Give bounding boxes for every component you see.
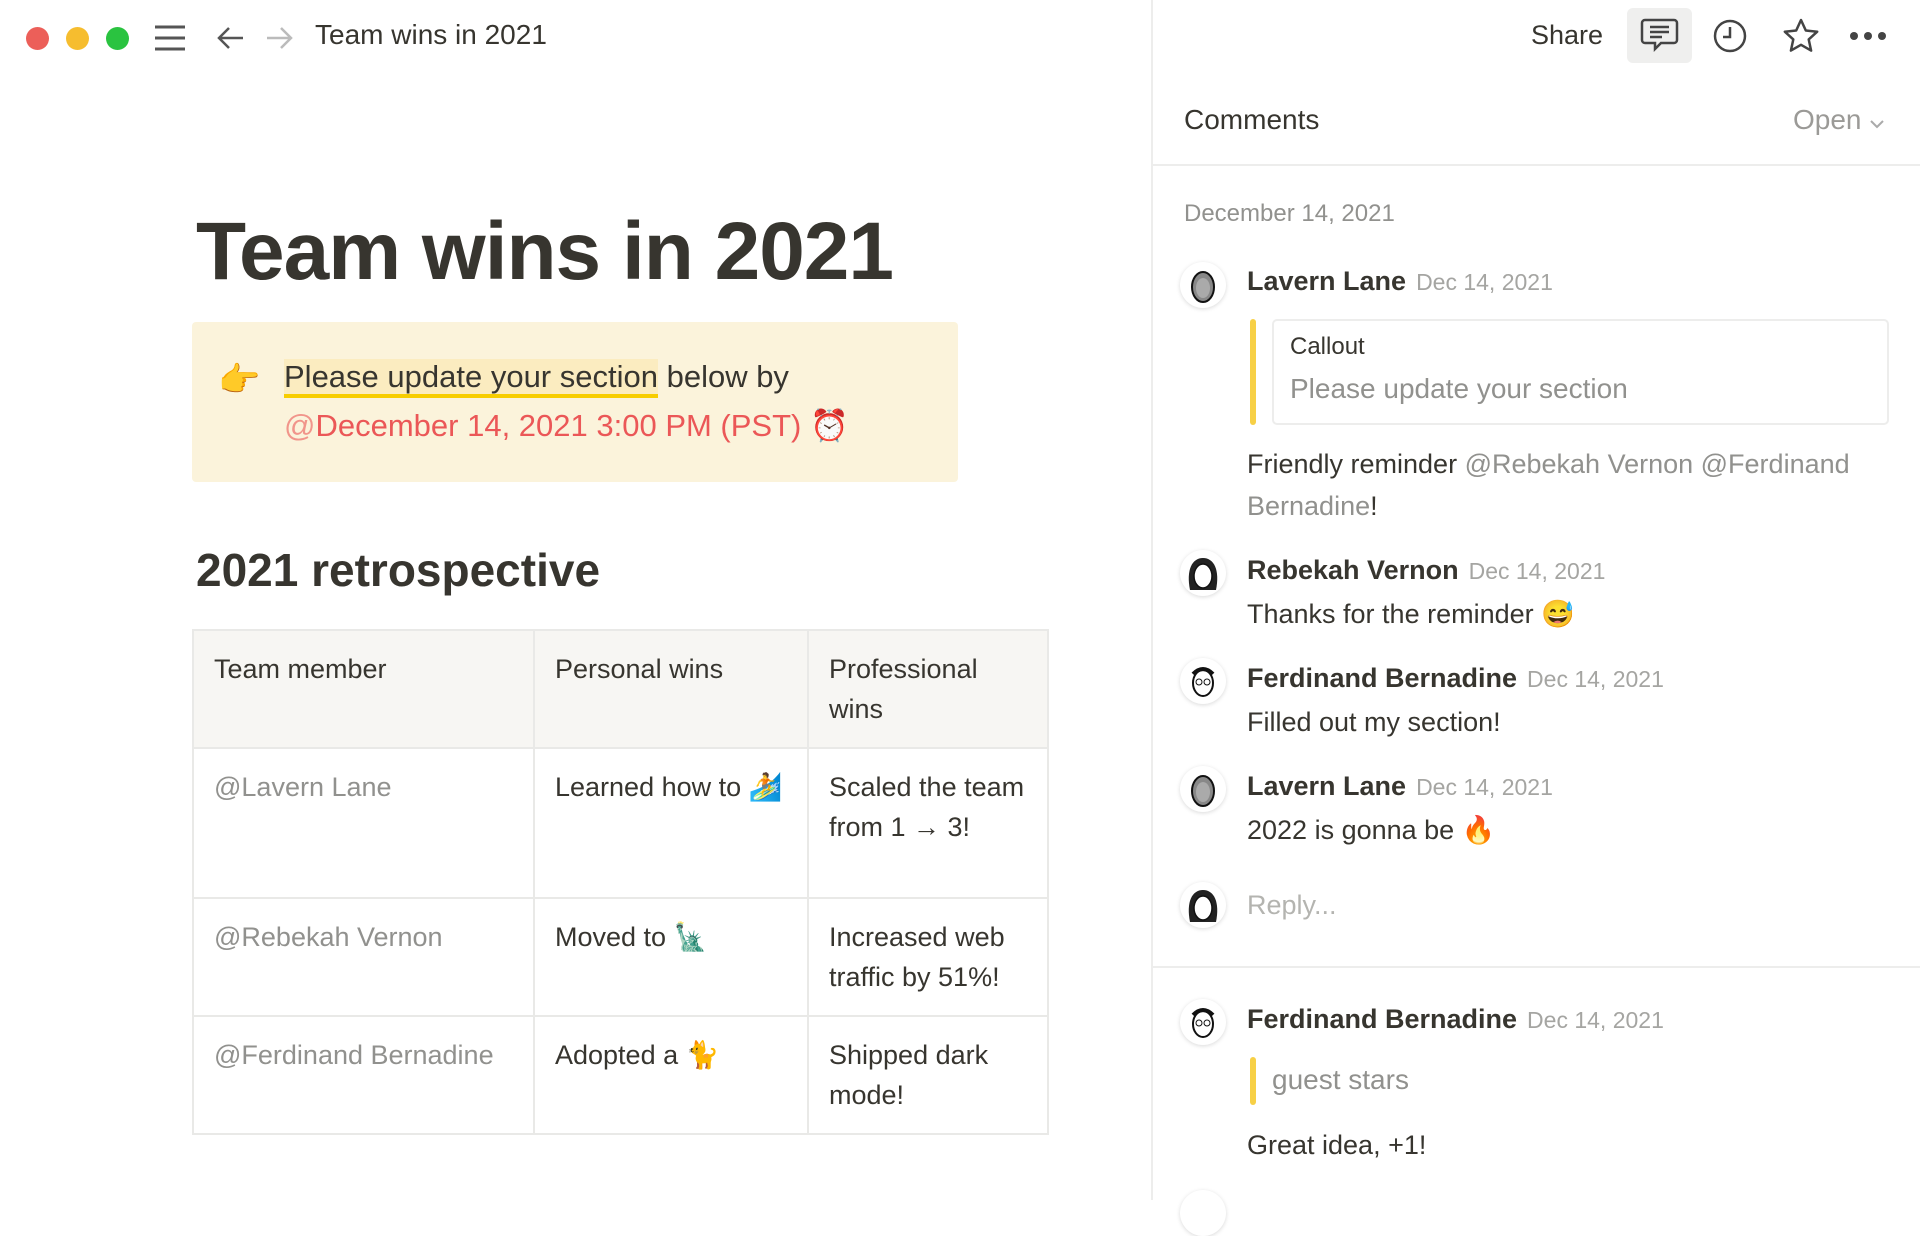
reply-input[interactable]: Reply... <box>1247 890 1337 920</box>
quoted-block[interactable]: Callout Please update your section <box>1272 319 1889 425</box>
member-mention[interactable]: @Rebekah Vernon <box>192 897 535 1017</box>
comment-text: Thanks for the reminder 😅 <box>1247 599 1575 629</box>
maximize-window-button[interactable] <box>106 27 129 50</box>
comment-text: Friendly reminder @Rebekah Vernon @Ferdi… <box>1247 443 1897 527</box>
quote-bar <box>1250 319 1256 425</box>
avatar <box>1180 1190 1226 1236</box>
comment-date: Dec 14, 2021 <box>1416 774 1553 800</box>
comment-text: 2022 is gonna be 🔥 <box>1247 815 1496 845</box>
text: ! <box>1370 491 1378 521</box>
quote-bar <box>1250 1057 1256 1105</box>
column-header[interactable]: Team member <box>192 629 535 749</box>
alarm-clock-icon: ⏰ <box>810 408 849 443</box>
comment-text: Great idea, +1! <box>1247 1130 1427 1160</box>
share-button[interactable]: Share <box>1531 20 1604 50</box>
mentions[interactable]: @Rebekah Vernon @Ferdinand Bernadine <box>1247 449 1850 521</box>
pointing-hand-icon: 👉 <box>218 361 261 399</box>
comments-title: Comments <box>1184 104 1320 135</box>
comment-author[interactable]: Ferdinand Bernadine <box>1247 663 1518 693</box>
commented-text[interactable]: Please update your section <box>284 359 658 398</box>
quoted-text: Please update your section <box>1290 373 1628 404</box>
back-arrow-icon[interactable] <box>215 22 247 54</box>
table-cell[interactable]: Moved to 🗽 <box>533 897 809 1017</box>
member-mention[interactable]: @Ferdinand Bernadine <box>192 1015 535 1135</box>
avatar <box>1180 658 1226 704</box>
callout-block: 👉 Please update your section below by @D… <box>192 322 958 482</box>
close-window-button[interactable] <box>26 27 49 50</box>
avatar <box>1180 262 1226 308</box>
page-title: Team wins in 2021 <box>196 206 894 297</box>
comments-panel <box>1151 0 1920 1200</box>
chevron-down-icon <box>1870 120 1884 129</box>
retrospective-table: Team member Personal wins Professional w… <box>192 629 1049 1135</box>
star-icon[interactable] <box>1782 17 1820 55</box>
table-header-row: Team member Personal wins Professional w… <box>192 629 1049 749</box>
quoted-block-type: Callout <box>1290 333 1365 360</box>
comment-date: Dec 14, 2021 <box>1416 269 1553 295</box>
date-reminder[interactable]: @December 14, 2021 3:00 PM (PST) ⏰ <box>284 407 849 444</box>
comment-author[interactable]: Lavern Lane <box>1247 266 1407 296</box>
filter-value: Open <box>1793 104 1862 135</box>
comment-filter-dropdown[interactable]: Open <box>1793 104 1885 136</box>
text: Friendly reminder <box>1247 449 1465 479</box>
comment-author[interactable]: Lavern Lane <box>1247 771 1407 801</box>
divider <box>1152 164 1920 166</box>
comment-date: Dec 14, 2021 <box>1468 558 1606 584</box>
reminder-date: December 14, 2021 3:00 PM (PST) <box>315 408 802 443</box>
column-header[interactable]: Professional wins <box>807 629 1049 749</box>
avatar <box>1180 766 1226 812</box>
table-cell[interactable]: Shipped dark mode! <box>807 1015 1049 1135</box>
thread-date: December 14, 2021 <box>1184 200 1395 227</box>
table-cell[interactable]: Scaled the team from 1 → 3! <box>807 747 1049 899</box>
table-cell[interactable]: Increased web traffic by 51%! <box>807 897 1049 1017</box>
clock-icon[interactable] <box>1712 18 1748 54</box>
section-heading: 2021 retrospective <box>196 544 601 596</box>
avatar <box>1180 999 1226 1045</box>
comment-text: Filled out my section! <box>1247 707 1501 737</box>
comment-date: Dec 14, 2021 <box>1527 1007 1664 1033</box>
menu-icon[interactable] <box>153 24 187 52</box>
table-cell[interactable]: Learned how to 🏄 <box>533 747 809 899</box>
minimize-window-button[interactable] <box>66 27 89 50</box>
table-row: @Lavern Lane Learned how to 🏄 Scaled the… <box>192 747 1049 899</box>
member-mention[interactable]: @Lavern Lane <box>192 747 535 899</box>
avatar <box>1180 550 1226 596</box>
breadcrumb[interactable]: Team wins in 2021 <box>315 19 547 50</box>
comment-icon <box>1640 18 1679 53</box>
forward-arrow-icon[interactable] <box>263 22 295 54</box>
comment-date: Dec 14, 2021 <box>1527 666 1664 692</box>
table-row: @Ferdinand Bernadine Adopted a 🐈 Shipped… <box>192 1015 1049 1135</box>
divider <box>1152 966 1920 968</box>
table-row: @Rebekah Vernon Moved to 🗽 Increased web… <box>192 897 1049 1017</box>
more-icon[interactable] <box>1848 28 1888 44</box>
at-sign: @ <box>284 408 316 443</box>
current-user-avatar <box>1180 882 1226 928</box>
comment-author[interactable]: Ferdinand Bernadine <box>1247 1004 1518 1034</box>
table-cell[interactable]: Adopted a 🐈 <box>533 1015 809 1135</box>
callout-text: below by <box>657 359 789 394</box>
comment-author[interactable]: Rebekah Vernon <box>1247 555 1459 585</box>
comments-button[interactable] <box>1627 8 1692 63</box>
column-header[interactable]: Personal wins <box>533 629 809 749</box>
quoted-text[interactable]: guest stars <box>1272 1064 1409 1095</box>
